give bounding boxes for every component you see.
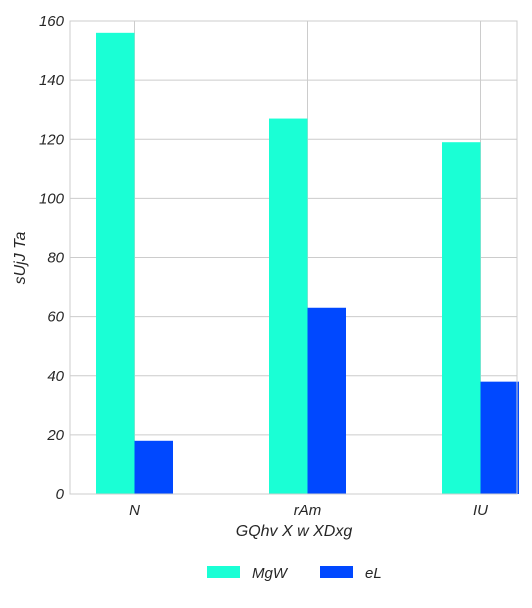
y-tick-label: 20 — [46, 427, 64, 444]
bar-eL-IU — [480, 381, 519, 494]
y-tick-label: 80 — [47, 250, 64, 267]
plot-area-frame — [69, 20, 518, 495]
bar-MgW-rAm — [269, 118, 308, 495]
x-axis-title: GQhv X w XDxg — [236, 523, 353, 540]
y-tick-label: 160 — [39, 13, 65, 30]
y-tick-label: 140 — [39, 72, 65, 89]
x-tick-label: IU — [473, 502, 488, 519]
y-tick-label: 100 — [39, 190, 65, 207]
legend-swatch-series-1 — [207, 566, 240, 578]
y-tick-label: 40 — [47, 368, 64, 385]
y-tick-label: 120 — [39, 131, 65, 148]
bar-MgW-N — [96, 32, 135, 494]
legend: MgW eL — [207, 565, 382, 582]
bars — [96, 32, 519, 495]
legend-label-series-2: eL — [365, 565, 382, 582]
bar-eL-rAm — [307, 307, 346, 494]
y-tick-label: 60 — [47, 309, 64, 326]
y-axis-title: sUjJ Ta — [12, 232, 29, 285]
x-tick-label: rAm — [294, 502, 322, 519]
bar-MgW-IU — [442, 142, 481, 495]
legend-swatch-series-2 — [320, 566, 353, 578]
x-tick-label: N — [129, 502, 140, 519]
y-tick-label: 0 — [56, 486, 65, 503]
bar-eL-N — [134, 440, 173, 494]
y-axis-ticks: 0 20 40 60 80 100 120 140 160 — [39, 13, 65, 503]
legend-label-series-1: MgW — [252, 565, 289, 582]
